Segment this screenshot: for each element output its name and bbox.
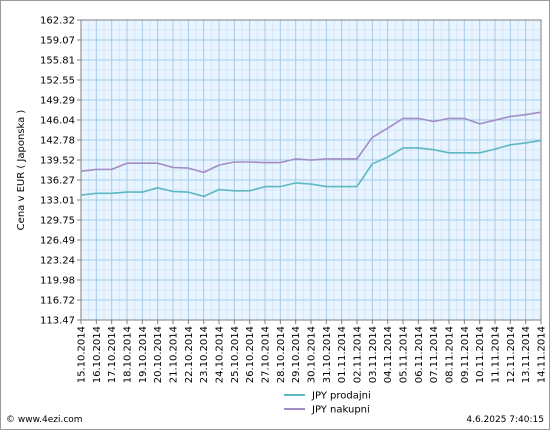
y-tick-label: 123.24 [40,256,75,267]
y-tick-label: 126.49 [40,236,75,247]
x-tick-label: 16.10.2014 [92,326,103,383]
footer-timestamp: 4.6.2025 7:40:15 [466,415,544,425]
x-tick-label: 12.11.2014 [506,326,517,383]
y-tick-label: 116.72 [40,296,75,307]
x-tick-label: 08.11.2014 [445,326,456,383]
x-tick-label: 26.10.2014 [245,326,256,383]
x-tick-label: 11.11.2014 [491,326,502,383]
y-tick-label: 136.27 [40,176,75,187]
x-tick-label: 30.10.2014 [307,326,318,383]
x-tick-label: 15.10.2014 [77,326,88,383]
x-tick-label: 25.10.2014 [230,326,241,383]
x-axis-ticks: 15.10.2014 16.10.2014 17.10.2014 18.10.2014… [77,320,548,383]
x-tick-label: 01.11.2014 [337,326,348,383]
y-tick-label: 162.32 [40,16,75,27]
x-tick-label: 14.11.2014 [537,326,548,383]
x-tick-label: 10.11.2014 [475,326,486,383]
footer-copyright: © www.4ezi.com [6,415,83,425]
y-tick-label: 133.01 [40,196,75,207]
x-tick-label: 07.11.2014 [429,326,440,383]
x-tick-label: 05.11.2014 [399,326,410,383]
x-tick-label: 24.10.2014 [215,326,226,383]
series-line-1 [80,139,542,198]
y-tick-label: 139.52 [40,156,75,167]
x-tick-label: 22.10.2014 [184,326,195,383]
y-tick-label: 149.29 [40,96,75,107]
x-tick-label: 23.10.2014 [199,326,210,383]
x-tick-label: 04.11.2014 [383,326,394,383]
x-tick-label: 19.10.2014 [138,326,149,383]
x-tick-label: 03.11.2014 [368,326,379,383]
series-lines [80,111,542,198]
y-tick-label: 159.07 [40,36,75,47]
y-tick-label: 142.78 [40,136,75,147]
x-tick-label: 13.11.2014 [521,326,532,383]
legend-label: JPY prodajni [311,391,371,402]
y-tick-label: 152.55 [40,76,75,87]
y-tick-label: 155.81 [40,56,75,67]
x-tick-label: 29.10.2014 [291,326,302,383]
x-tick-label: 28.10.2014 [276,326,287,383]
y-tick-label: 129.75 [40,216,75,227]
y-tick-label: 113.47 [40,316,75,327]
y-axis-label: Cena v EUR ( Japonska ) [16,110,27,231]
x-tick-label: 02.11.2014 [353,326,364,383]
legend: JPY prodajni JPY nakupni [284,391,371,416]
y-tick-label: 119.98 [40,276,75,287]
y-axis-ticks: 162.32 159.07 155.81 152.55 149.29 146.04 142.… [40,16,81,327]
legend-label: JPY nakupni [311,405,370,416]
x-tick-label: 31.10.2014 [322,326,333,383]
y-tick-label: 146.04 [40,116,75,127]
series-line-2 [80,111,542,174]
x-tick-label: 17.10.2014 [107,326,118,383]
x-tick-label: 18.10.2014 [123,326,134,383]
x-tick-label: 09.11.2014 [460,326,471,383]
x-tick-label: 27.10.2014 [261,326,272,383]
x-tick-label: 20.10.2014 [153,326,164,383]
x-tick-label: 21.10.2014 [169,326,180,383]
x-tick-label: 06.11.2014 [414,326,425,383]
